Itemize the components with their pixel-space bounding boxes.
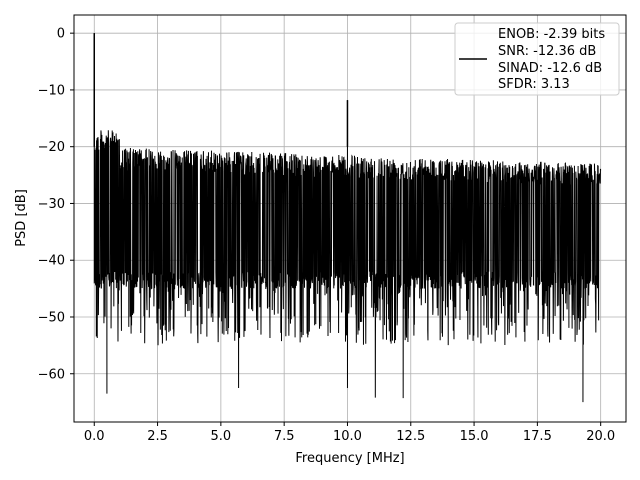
axes-frame bbox=[73, 14, 627, 423]
x-axis-label: Frequency [MHz] bbox=[295, 451, 404, 466]
y-tick-label: 0 bbox=[57, 27, 65, 42]
legend-sinad: SINAD: -12.6 dB bbox=[498, 61, 602, 76]
x-tick-label: 17.5 bbox=[523, 429, 552, 444]
legend: ENOB: -2.39 bits SNR: -12.36 dB SINAD: -… bbox=[454, 22, 620, 96]
legend-sfdr: SFDR: 3.13 bbox=[498, 77, 570, 92]
x-tick-label: 7.5 bbox=[274, 429, 295, 444]
series-area bbox=[93, 33, 602, 403]
y-tick-label: −10 bbox=[38, 83, 65, 98]
x-tick-label: 2.5 bbox=[147, 429, 168, 444]
x-axis: 0.0 2.5 5.0 7.5 10.0 12.5 15.0 17.5 20.0 bbox=[84, 422, 615, 444]
legend-enob: ENOB: -2.39 bits bbox=[498, 27, 605, 42]
x-tick-label: 0.0 bbox=[84, 429, 105, 444]
y-tick-label: −40 bbox=[38, 254, 65, 269]
y-tick-label: −20 bbox=[38, 140, 65, 155]
x-tick-label: 15.0 bbox=[460, 429, 489, 444]
x-tick-label: 10.0 bbox=[333, 429, 362, 444]
legend-snr: SNR: -12.36 dB bbox=[498, 44, 596, 59]
y-axis-label: PSD [dB] bbox=[14, 189, 29, 247]
y-axis: 0 −10 −20 −30 −40 −50 −60 bbox=[38, 27, 74, 382]
psd-series-line bbox=[93, 33, 602, 403]
x-tick-label: 20.0 bbox=[586, 429, 615, 444]
y-tick-label: −50 bbox=[38, 310, 65, 325]
x-tick-label: 5.0 bbox=[211, 429, 232, 444]
y-tick-label: −60 bbox=[38, 367, 65, 382]
y-tick-label: −30 bbox=[38, 197, 65, 212]
legend-box bbox=[454, 22, 620, 96]
x-tick-label: 12.5 bbox=[396, 429, 425, 444]
